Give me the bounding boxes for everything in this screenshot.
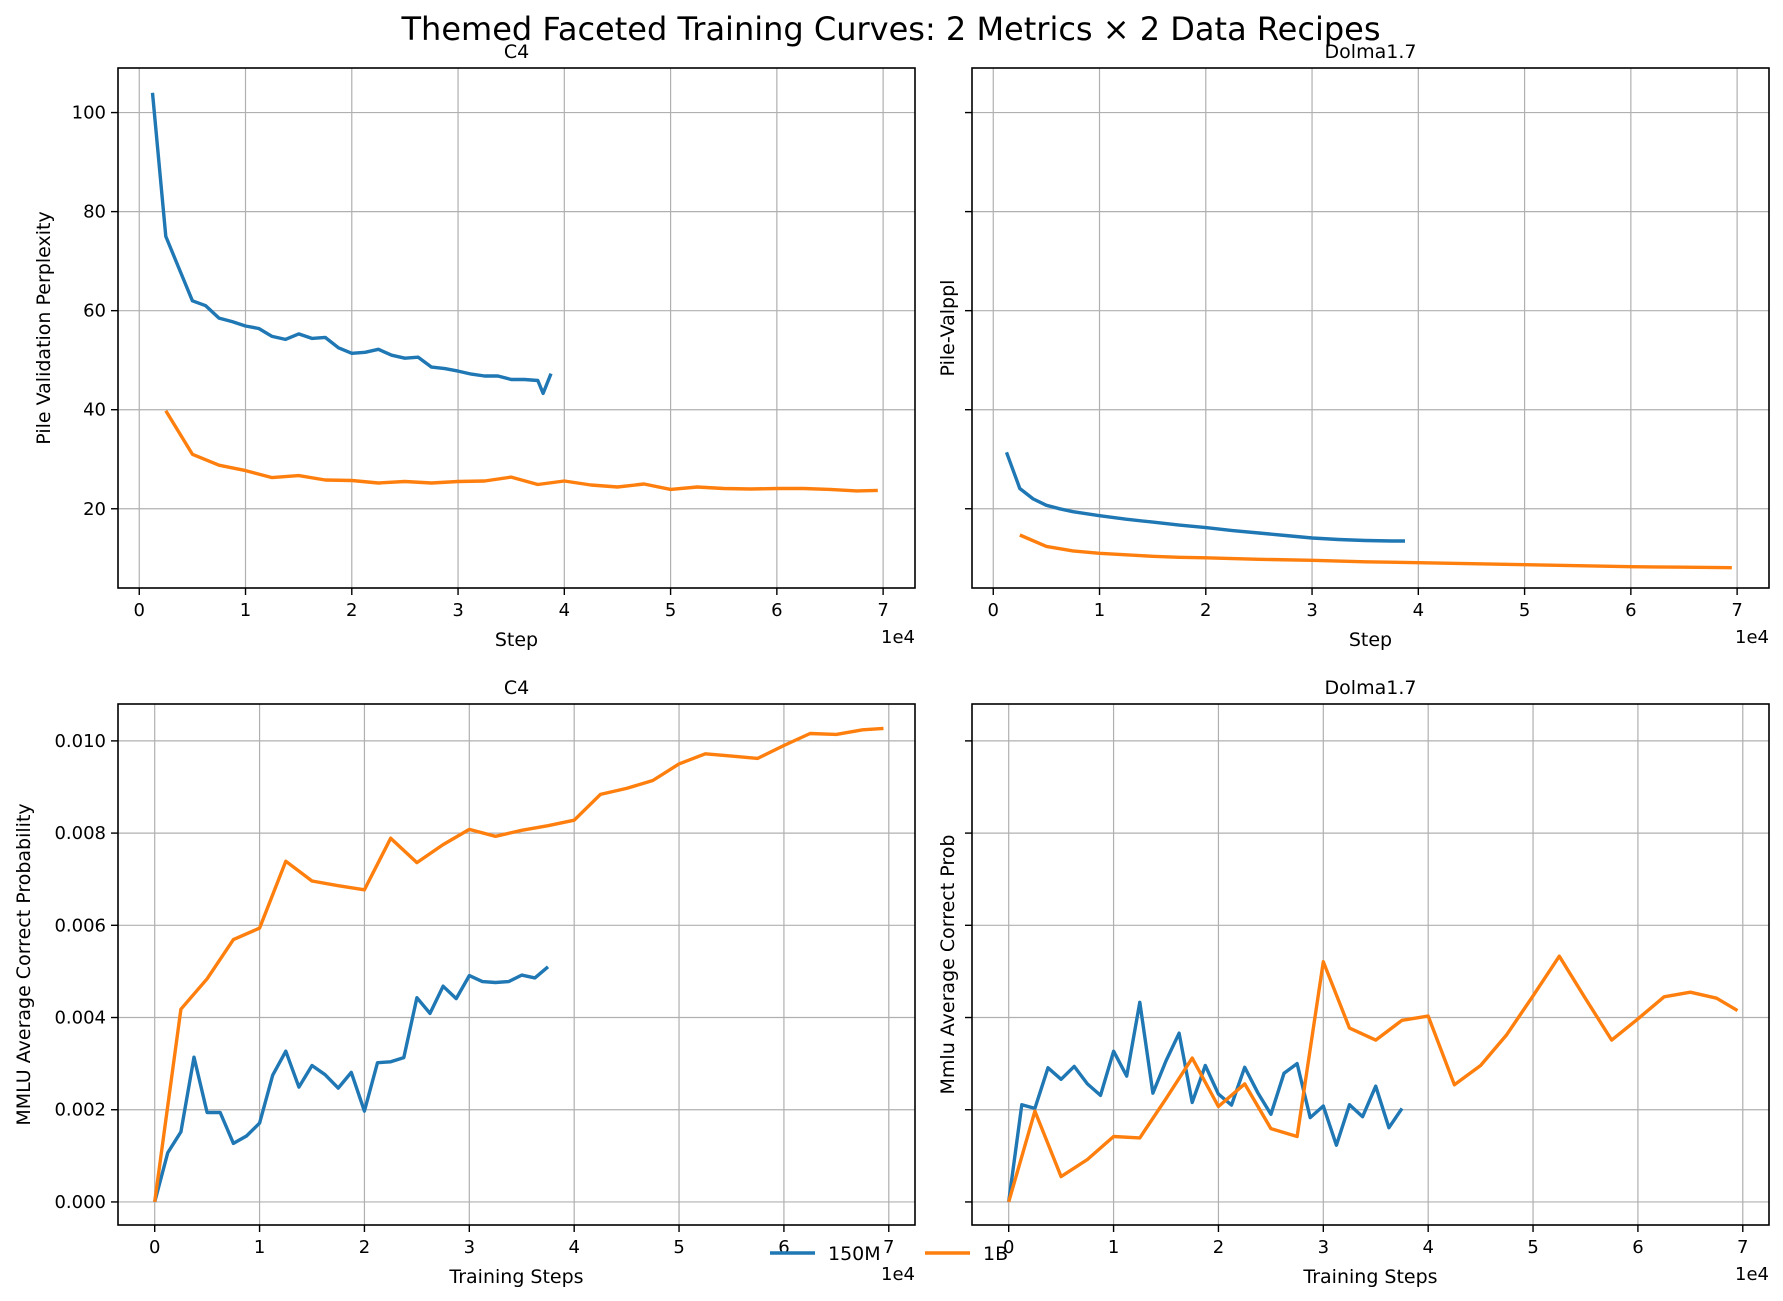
c4-ppl-xtick-label-0: 0 bbox=[134, 600, 145, 621]
dolma-ppl-xlabel: Step bbox=[1349, 629, 1392, 651]
c4-ppl-xtick-label-7: 7 bbox=[877, 600, 888, 621]
dolma-mmlu-xtick-label-4: 4 bbox=[1422, 1237, 1433, 1258]
c4-ppl-xtick-label-1: 1 bbox=[240, 600, 251, 621]
dolma-ppl-xtick-label-0: 0 bbox=[988, 600, 999, 621]
figure-suptitle: Themed Faceted Training Curves: 2 Metric… bbox=[401, 10, 1381, 48]
dolma-ppl-title: Dolma1.7 bbox=[1325, 41, 1417, 63]
dolma-ppl-x-offset-label: 1e4 bbox=[1735, 627, 1769, 648]
legend-1b-label: 1B bbox=[983, 1243, 1008, 1265]
c4-mmlu-ylabel: MMLU Average Correct Probability bbox=[13, 803, 35, 1125]
dolma-ppl-series-150m-line bbox=[1004, 451, 1405, 543]
c4-ppl-title: C4 bbox=[504, 41, 529, 63]
dolma-mmlu-xtick-label-2: 2 bbox=[1213, 1237, 1224, 1258]
panel-dolma-mmlu: 0 1 2 3 4 5 6 7 Dolma1.7 Training Steps 1e4 Mmlu Av… bbox=[937, 677, 1770, 1288]
c4-ppl-x-offset-label: 1e4 bbox=[881, 627, 915, 648]
dolma-ppl-xtick-label-3: 3 bbox=[1306, 600, 1317, 621]
c4-ppl-ytick-label-0: 20 bbox=[83, 499, 106, 520]
c4-mmlu-ytick-label-4: 0.008 bbox=[54, 823, 106, 844]
panel-dolma-perplexity: 0 1 2 3 4 5 6 7 Dolma1.7 Step 1e4 Pile-Valppl bbox=[937, 41, 1770, 651]
dolma-mmlu-xtick-label-3: 3 bbox=[1318, 1237, 1329, 1258]
dolma-ppl-xtick-label-6: 6 bbox=[1625, 600, 1636, 621]
c4-mmlu-ytick-label-2: 0.004 bbox=[54, 1008, 106, 1029]
dolma-mmlu-axes-frame bbox=[971, 703, 1770, 1226]
c4-ppl-ytick-label-1: 40 bbox=[83, 400, 106, 421]
c4-mmlu-xtick-label-1: 1 bbox=[254, 1237, 265, 1258]
c4-mmlu-ytick-label-1: 0.002 bbox=[54, 1100, 106, 1121]
c4-ppl-ytick-label-4: 100 bbox=[72, 103, 106, 124]
dolma-ppl-axes-frame bbox=[971, 67, 1770, 589]
panel-c4-perplexity: 0 1 2 3 4 5 6 7 20 40 60 80 100 C4 Step 1e4 Pile Validat… bbox=[33, 41, 916, 651]
dolma-ppl-xtick-label-2: 2 bbox=[1200, 600, 1211, 621]
c4-mmlu-xtick-label-7: 7 bbox=[883, 1237, 894, 1258]
dolma-mmlu-xtick-label-0: 0 bbox=[1003, 1237, 1014, 1258]
c4-mmlu-axes-frame bbox=[117, 703, 916, 1226]
c4-ppl-series-150m-line bbox=[150, 92, 553, 396]
dolma-mmlu-xtick-label-7: 7 bbox=[1737, 1237, 1748, 1258]
dolma-mmlu-ylabel: Mmlu Average Correct Prob bbox=[937, 835, 959, 1095]
c4-mmlu-title: C4 bbox=[504, 677, 529, 699]
legend: 150M 1B bbox=[770, 1243, 1008, 1265]
dolma-mmlu-xtick-label-1: 1 bbox=[1108, 1237, 1119, 1258]
c4-mmlu-ytick-label-0: 0.000 bbox=[54, 1192, 106, 1213]
c4-ppl-xtick-label-2: 2 bbox=[346, 600, 357, 621]
c4-mmlu-x-offset-label: 1e4 bbox=[881, 1264, 915, 1285]
panel-c4-mmlu: 0 1 2 3 4 5 6 7 0.000 0.002 0.004 0.006 0.008 0.010 C4… bbox=[13, 677, 916, 1288]
legend-150m-label: 150M bbox=[828, 1243, 881, 1265]
c4-ppl-xtick-label-3: 3 bbox=[452, 600, 463, 621]
c4-mmlu-series-150m-line bbox=[153, 965, 550, 1203]
dolma-ppl-series-1b-line bbox=[1019, 533, 1732, 570]
dolma-mmlu-xtick-label-6: 6 bbox=[1632, 1237, 1643, 1258]
c4-ppl-ytick-label-3: 80 bbox=[83, 202, 106, 223]
dolma-mmlu-xtick-label-5: 5 bbox=[1527, 1237, 1538, 1258]
dolma-ppl-xtick-label-1: 1 bbox=[1094, 600, 1105, 621]
c4-mmlu-xlabel: Training Steps bbox=[448, 1266, 583, 1288]
dolma-ppl-xtick-label-7: 7 bbox=[1731, 600, 1742, 621]
c4-mmlu-xtick-label-5: 5 bbox=[673, 1237, 684, 1258]
c4-ppl-xtick-label-5: 5 bbox=[665, 600, 676, 621]
dolma-mmlu-series-1b-line bbox=[1007, 954, 1739, 1203]
dolma-mmlu-xlabel: Training Steps bbox=[1302, 1266, 1437, 1288]
c4-ppl-xlabel: Step bbox=[495, 629, 538, 651]
dolma-ppl-xtick-label-4: 4 bbox=[1413, 600, 1424, 621]
c4-mmlu-xtick-label-6: 6 bbox=[778, 1237, 789, 1258]
dolma-mmlu-x-offset-label: 1e4 bbox=[1735, 1264, 1769, 1285]
c4-ppl-ylabel: Pile Validation Perplexity bbox=[33, 211, 55, 444]
dolma-mmlu-title: Dolma1.7 bbox=[1325, 677, 1417, 699]
c4-mmlu-ytick-label-3: 0.006 bbox=[54, 915, 106, 936]
c4-mmlu-xtick-label-4: 4 bbox=[568, 1237, 579, 1258]
dolma-ppl-ylabel: Pile-Valppl bbox=[937, 280, 959, 377]
c4-mmlu-xtick-label-2: 2 bbox=[359, 1237, 370, 1258]
c4-ppl-series-1b-line bbox=[164, 409, 878, 493]
c4-mmlu-ytick-label-5: 0.010 bbox=[54, 731, 106, 752]
c4-mmlu-xtick-label-3: 3 bbox=[464, 1237, 475, 1258]
c4-ppl-xtick-label-4: 4 bbox=[559, 600, 570, 621]
c4-mmlu-series-1b-line bbox=[153, 726, 884, 1203]
c4-ppl-ytick-label-2: 60 bbox=[83, 301, 106, 322]
c4-ppl-xtick-label-6: 6 bbox=[771, 600, 782, 621]
dolma-mmlu-series-150m-line bbox=[1007, 1000, 1404, 1203]
c4-mmlu-xtick-label-0: 0 bbox=[149, 1237, 160, 1258]
c4-ppl-axes-frame bbox=[117, 67, 916, 589]
dolma-ppl-xtick-label-5: 5 bbox=[1519, 600, 1530, 621]
